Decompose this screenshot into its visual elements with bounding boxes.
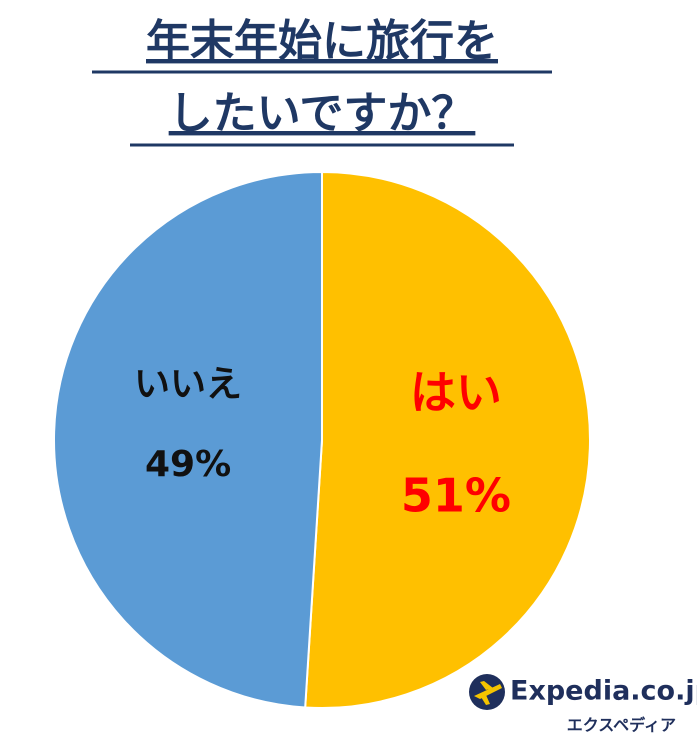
pie-slice — [53, 170, 323, 709]
value-label: 51% — [401, 469, 511, 523]
logo-name: Expedia.co.jp — [510, 676, 697, 707]
logo-tagline: エクスペディア — [567, 716, 676, 735]
slice-label: はい — [410, 366, 502, 420]
value-label: 49% — [145, 444, 231, 485]
chart-title: 年末年始に旅行を — [146, 16, 498, 67]
chart-title: したいですか？ — [169, 88, 476, 139]
slice-label: いいえ — [134, 364, 242, 405]
logo-plane — [474, 681, 502, 705]
logo: Expedia.co.jp エクスペディア — [469, 674, 697, 735]
pie-slice — [304, 170, 591, 709]
